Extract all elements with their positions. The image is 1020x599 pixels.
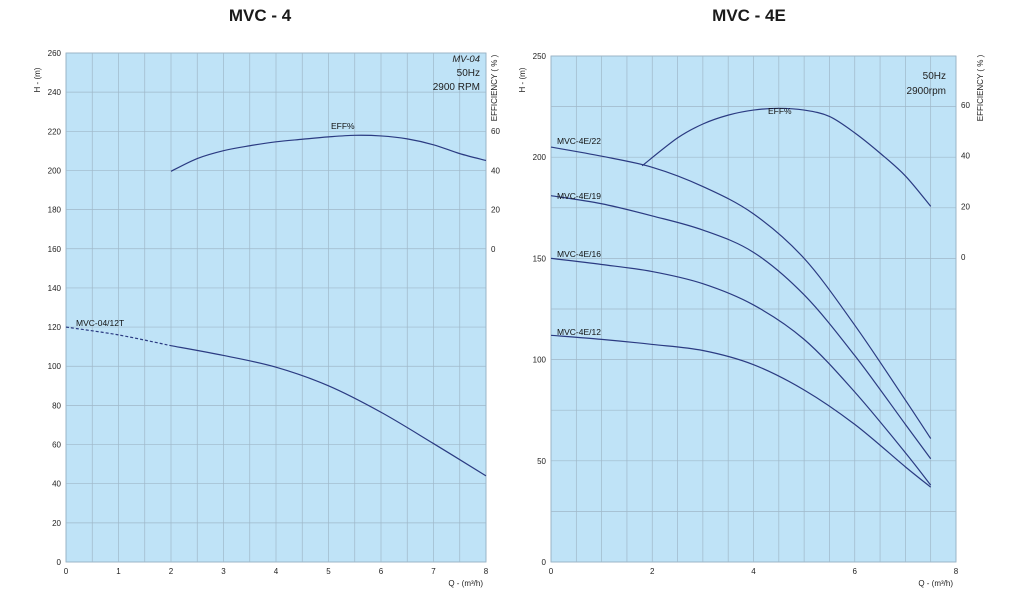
y-tick-label: 260 — [48, 49, 62, 58]
x-tick-label: 8 — [954, 567, 959, 576]
series-mvc-4e-16-curve — [550, 257, 932, 486]
corner-annotation: 50Hz — [923, 71, 946, 82]
x-tick-label: 5 — [326, 567, 331, 576]
eff-tick-label: 40 — [491, 166, 500, 175]
series-mvc-4e-22-curve — [550, 146, 932, 439]
gridlines — [65, 52, 487, 563]
x-tick-label: 4 — [274, 567, 279, 576]
corner-annotation: 50Hz — [457, 68, 480, 79]
y-tick-label: 120 — [48, 323, 62, 332]
y-tick-label: 250 — [533, 52, 547, 61]
eff-tick-label: 0 — [491, 245, 496, 254]
x-tick-label: 6 — [853, 567, 858, 576]
efficiency-axis-label: EFFICIENCY ( % ) — [490, 54, 499, 121]
corner-annotation: MV-04 — [452, 54, 480, 65]
eff-tick-label: 20 — [961, 202, 970, 211]
x-tick-label: 6 — [379, 567, 384, 576]
chart-title: MVC - 4E — [712, 6, 786, 25]
y-tick-label: 100 — [48, 362, 62, 371]
y-tick-label: 50 — [537, 457, 546, 466]
series-mvc-4e-19-label: MVC-4E/19 — [557, 191, 601, 201]
series-eff-curve — [170, 134, 487, 172]
y-tick-label: 200 — [48, 166, 62, 175]
chart-title: MVC - 4 — [229, 6, 292, 25]
y-axis-label: H - (m) — [33, 67, 42, 92]
x-tick-label: 8 — [484, 567, 489, 576]
efficiency-axis-label: EFFICIENCY ( % ) — [976, 54, 985, 121]
series-eff-curve — [641, 107, 932, 207]
y-tick-label: 200 — [533, 153, 547, 162]
corner-annotation: 2900rpm — [907, 86, 946, 97]
y-tick-label: 20 — [52, 519, 61, 528]
x-axis-label: Q - (m³/h) — [448, 579, 483, 588]
y-axis-label: H - (m) — [518, 67, 527, 92]
y-tick-label: 0 — [542, 558, 547, 567]
x-tick-label: 2 — [650, 567, 655, 576]
gridlines — [550, 55, 957, 563]
y-tick-label: 180 — [48, 206, 62, 215]
chart-panel-2: MVC - 4E 0 2 4 6 8 0 50 100 150 200 250 0 20 40 60 Q - (… — [518, 6, 985, 588]
eff-tick-label: 60 — [961, 101, 970, 110]
y-tick-label: 160 — [48, 245, 62, 254]
eff-tick-label: 40 — [961, 152, 970, 161]
x-tick-label: 2 — [169, 567, 174, 576]
y-tick-label: 40 — [52, 480, 61, 489]
y-tick-label: 0 — [57, 558, 62, 567]
corner-annotation: 2900 RPM — [433, 82, 480, 93]
series-mvc-4e-22-label: MVC-4E/22 — [557, 136, 601, 146]
eff-tick-label: 60 — [491, 127, 500, 136]
x-tick-label: 1 — [116, 567, 121, 576]
y-tick-label: 100 — [533, 356, 547, 365]
series-mvc-04-12t-label: MVC-04/12T — [76, 318, 124, 328]
series-mvc-04-12t-curve — [170, 345, 487, 477]
series-mvc-4e-12-curve — [550, 334, 932, 488]
x-tick-label: 3 — [221, 567, 226, 576]
x-tick-label: 0 — [64, 567, 69, 576]
y-tick-label: 60 — [52, 441, 61, 450]
x-tick-label: 4 — [751, 567, 756, 576]
chart-panel-1: MVC - 40 1 2 3 4 5 6 7 8020406080100120140160180… — [33, 6, 500, 588]
y-tick-label: 140 — [48, 284, 62, 293]
series-mvc-4e-19-curve — [550, 195, 932, 460]
y-tick-label: 80 — [52, 401, 61, 410]
x-tick-label: 7 — [431, 567, 436, 576]
series-eff-label: EFF% — [331, 121, 355, 131]
eff-tick-label: 20 — [491, 206, 500, 215]
eff-tick-label: 0 — [961, 253, 966, 262]
y-tick-label: 150 — [533, 254, 547, 263]
series-mvc-4e-12-label: MVC-4E/12 — [557, 327, 601, 337]
y-tick-label: 240 — [48, 88, 62, 97]
series-eff-label: EFF% — [768, 106, 792, 116]
x-tick-label: 0 — [549, 567, 554, 576]
y-tick-label: 220 — [48, 127, 62, 136]
series-mvc-04-12t-dashed-curve — [65, 326, 172, 347]
x-axis-label: Q - (m³/h) — [918, 579, 953, 588]
series-mvc-4e-16-label: MVC-4E/16 — [557, 249, 601, 259]
